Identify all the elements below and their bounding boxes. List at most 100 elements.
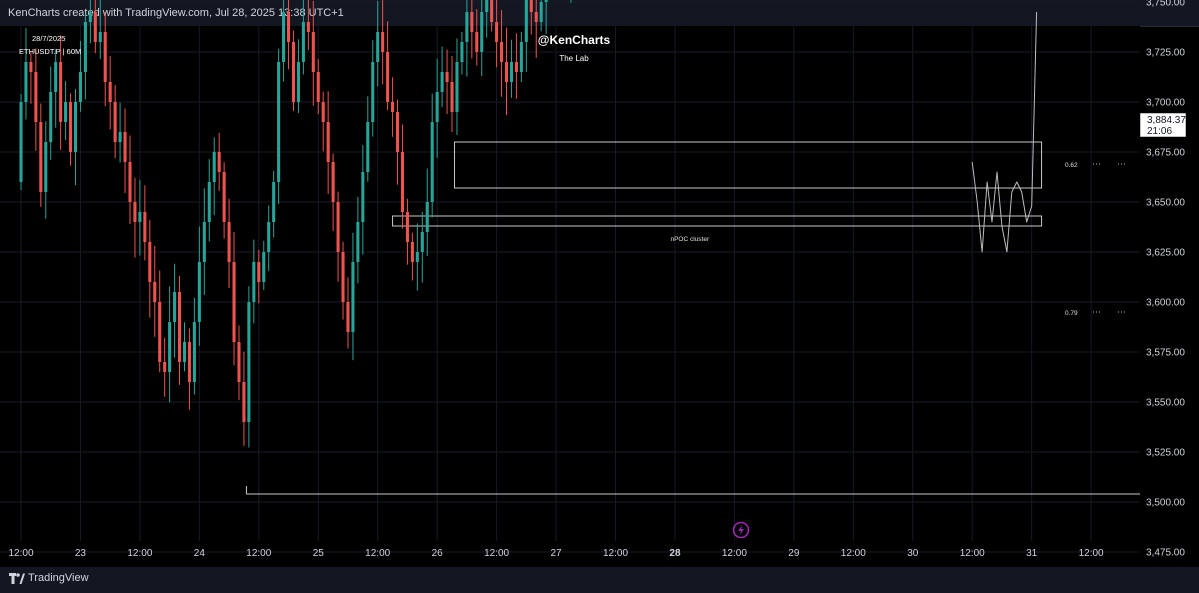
candle-body [158,302,162,362]
candlestick-chart[interactable]: nPOC cluster 0.62 0.79 3,475.00 3,500.00 3,5… [0,0,1199,567]
x-tick-label: 27 [550,548,562,559]
x-tick-label: 12:00 [365,548,390,559]
candle-body [306,22,310,32]
candle-body [232,262,236,342]
candle-body [301,22,305,62]
candle-body [445,72,449,82]
candle-body [291,42,296,102]
candle-body [148,242,152,282]
candle-body [257,262,261,282]
candle-body [252,262,256,302]
candle-body [227,222,231,262]
candle-body [163,362,167,372]
candle-body [504,62,509,82]
candle-body [490,0,494,22]
plot-area[interactable] [0,26,1140,541]
candle-body [202,222,206,262]
candle-body [262,252,266,282]
candle-body [34,72,38,122]
x-tick-label: 12:00 [127,548,152,559]
candle-body [192,322,196,382]
x-tick-label: 12:00 [722,548,747,559]
candle-body [500,42,504,62]
candle-body [88,12,92,22]
y-axis[interactable]: 3,475.00 3,500.00 3,525.00 3,550.00 3,575.00… [1146,0,1185,559]
candle-body [326,122,330,162]
candle-body [44,142,48,192]
y-tick-label: 3,700.00 [1146,98,1185,109]
candle-body [128,162,132,202]
candle-body [336,202,340,252]
candle-body [311,32,315,72]
candle-body [475,32,479,52]
grid [0,26,1140,553]
annotation-label: 0.79 [1065,310,1078,317]
candle-body [267,222,271,252]
zones-layer [245,141,1140,495]
zone-box [453,141,1043,189]
candle-body [108,82,112,102]
candle-body [430,122,434,202]
candle-body [133,202,137,222]
candle-body [212,152,216,182]
candle-body [455,62,459,112]
candle-body [539,2,543,22]
chart-subtitle: The Lab [559,54,589,63]
footer-brand: TradingView [28,572,89,584]
annotation-label: 0.62 [1065,162,1078,169]
candle-body [39,122,43,192]
candle-body [69,102,73,152]
candle-body [54,62,58,92]
candle-body [395,112,400,152]
candle-body [19,102,23,182]
chart-title: @KenCharts [538,33,611,47]
candle-body [98,32,102,42]
candle-body [480,12,484,52]
candle-body [346,302,350,332]
lightning-icon[interactable] [732,521,750,539]
projection-path [971,11,1038,253]
x-tick-label: 30 [907,548,919,559]
candle-body [321,102,325,122]
candle-body [173,292,177,322]
candle-body [351,262,355,332]
candle-body [381,32,385,52]
y-tick-label: 3,500.00 [1146,498,1185,509]
x-tick-label: 26 [432,548,444,559]
candle-body [450,82,454,112]
candle-body [24,62,28,102]
candle-body [59,62,63,122]
y-tick-label: 3,575.00 [1146,348,1185,359]
x-tick-label: 12:00 [1079,548,1104,559]
candle-body [93,12,97,42]
candle-body [485,0,489,12]
candle-body [272,182,276,222]
candle-body [153,282,157,302]
x-tick-label: 12:00 [841,548,866,559]
candle-body [415,252,419,262]
x-tick-label: 12:00 [8,548,33,559]
countdown-label: 21:06 [1147,126,1172,137]
candle-body [529,0,533,12]
price-label-box: 3,884.37 21:06 [1139,112,1186,138]
candle-body [366,122,370,172]
candle-body [113,102,117,142]
annotation-label: nPOC cluster [670,236,709,243]
candle-body [371,62,375,122]
candle-body [460,42,464,62]
candle-body [341,252,345,302]
candle-body [495,22,499,42]
overlay-layer: nPOC cluster 0.62 0.79 [670,11,1126,317]
last-price-label: 3,884.37 [1147,115,1186,126]
candle-body [29,62,33,72]
candle-body [197,262,201,322]
x-tick-label: 23 [75,548,87,559]
y-tick-label: 3,475.00 [1146,548,1185,559]
candle-body [168,322,172,372]
y-tick-label: 3,675.00 [1146,148,1185,159]
candle-body [277,62,281,182]
candle-body [470,12,474,32]
x-tick-label: 29 [788,548,800,559]
x-axis[interactable]: 12:00 23 12:00 24 12:00 25 12:00 26 12:00 27 12:00… [8,548,1104,559]
x-tick-label: 12:00 [603,548,628,559]
